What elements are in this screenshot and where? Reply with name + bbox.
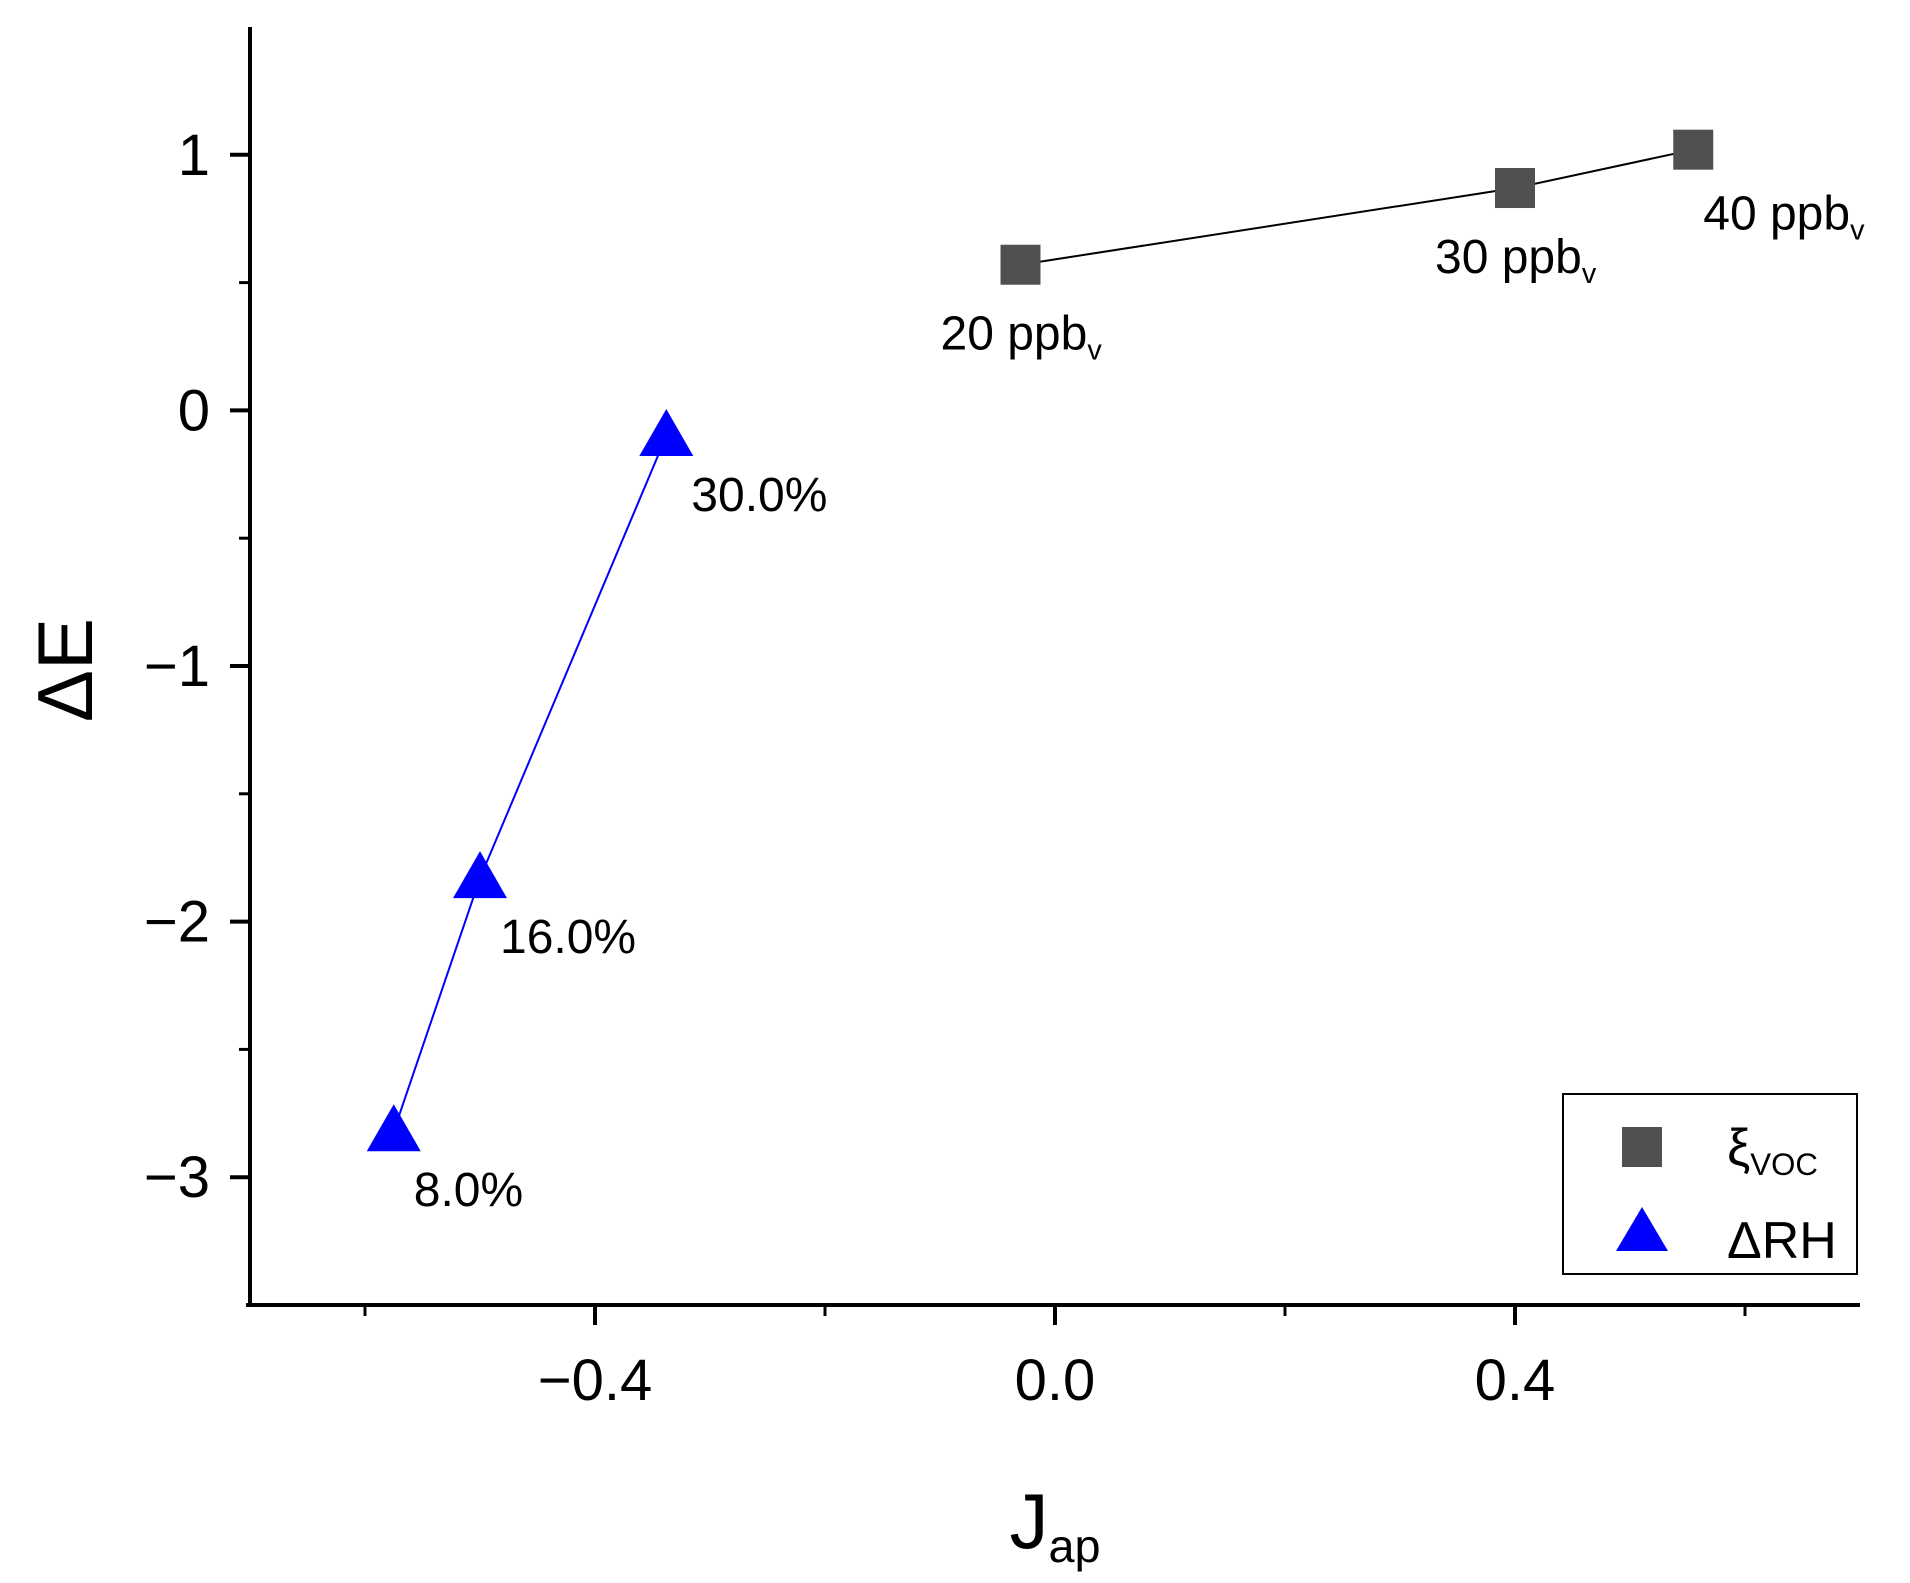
legend-label-voc-sub: VOC <box>1750 1147 1818 1182</box>
x-axis-title: Jap <box>1009 1477 1100 1572</box>
legend-square-marker <box>1622 1127 1662 1167</box>
y-tick-label: 0 <box>178 378 210 443</box>
y-axis-title: ΔE <box>21 618 109 722</box>
axes: −0.4 0.0 0.4 −3 −2 −1 0 1 <box>144 27 1860 1413</box>
legend: ξVOC ΔRH <box>1562 1093 1858 1275</box>
x-tick-label: 0.4 <box>1475 1348 1556 1413</box>
data-label-main: 40 ppb <box>1703 188 1850 241</box>
legend-label-rh: ΔRH <box>1727 1212 1837 1270</box>
data-point-square <box>1495 168 1535 209</box>
y-tick-label: −3 <box>144 1145 210 1210</box>
legend-label-voc: ξVOC <box>1727 1119 1818 1182</box>
x-axis-title-main: J <box>1009 1477 1048 1565</box>
data-label: 20 ppbv <box>941 308 1103 367</box>
data-label-sub: v <box>1087 335 1102 367</box>
y-tick-label: −2 <box>144 890 210 955</box>
series-line <box>1020 148 1694 266</box>
data-point-triangle <box>366 1104 421 1152</box>
data-point-square <box>1000 244 1041 285</box>
data-label-main: 30.0% <box>691 469 827 522</box>
legend-triangle-marker <box>1616 1207 1668 1251</box>
y-tick-label: −1 <box>144 634 210 699</box>
data-label-main: 16.0% <box>500 911 636 964</box>
data-label: 40 ppbv <box>1703 188 1865 247</box>
data-point-triangle <box>453 851 507 899</box>
data-label-sub: v <box>1850 215 1865 247</box>
x-tick-label: 0.0 <box>1015 1348 1096 1413</box>
data-label: 16.0% <box>500 911 636 964</box>
data-label: 8.0% <box>414 1164 523 1217</box>
data-label: 30.0% <box>691 469 827 522</box>
data-label: 30 ppbv <box>1435 231 1597 290</box>
data-label-main: 30 ppb <box>1435 231 1582 284</box>
data-label-main: 8.0% <box>414 1164 523 1217</box>
x-axis-title-sub: ap <box>1048 1520 1100 1572</box>
legend-label-voc-main: ξ <box>1727 1119 1750 1177</box>
legend-box <box>1562 1093 1858 1275</box>
data-label-sub: v <box>1582 258 1597 290</box>
series-line <box>392 435 668 1132</box>
data-label-main: 20 ppb <box>941 308 1088 361</box>
data-point-triangle <box>639 408 694 456</box>
y-tick-label: 1 <box>178 123 210 188</box>
x-tick-label: −0.4 <box>538 1348 653 1413</box>
data-point-square <box>1673 129 1714 170</box>
